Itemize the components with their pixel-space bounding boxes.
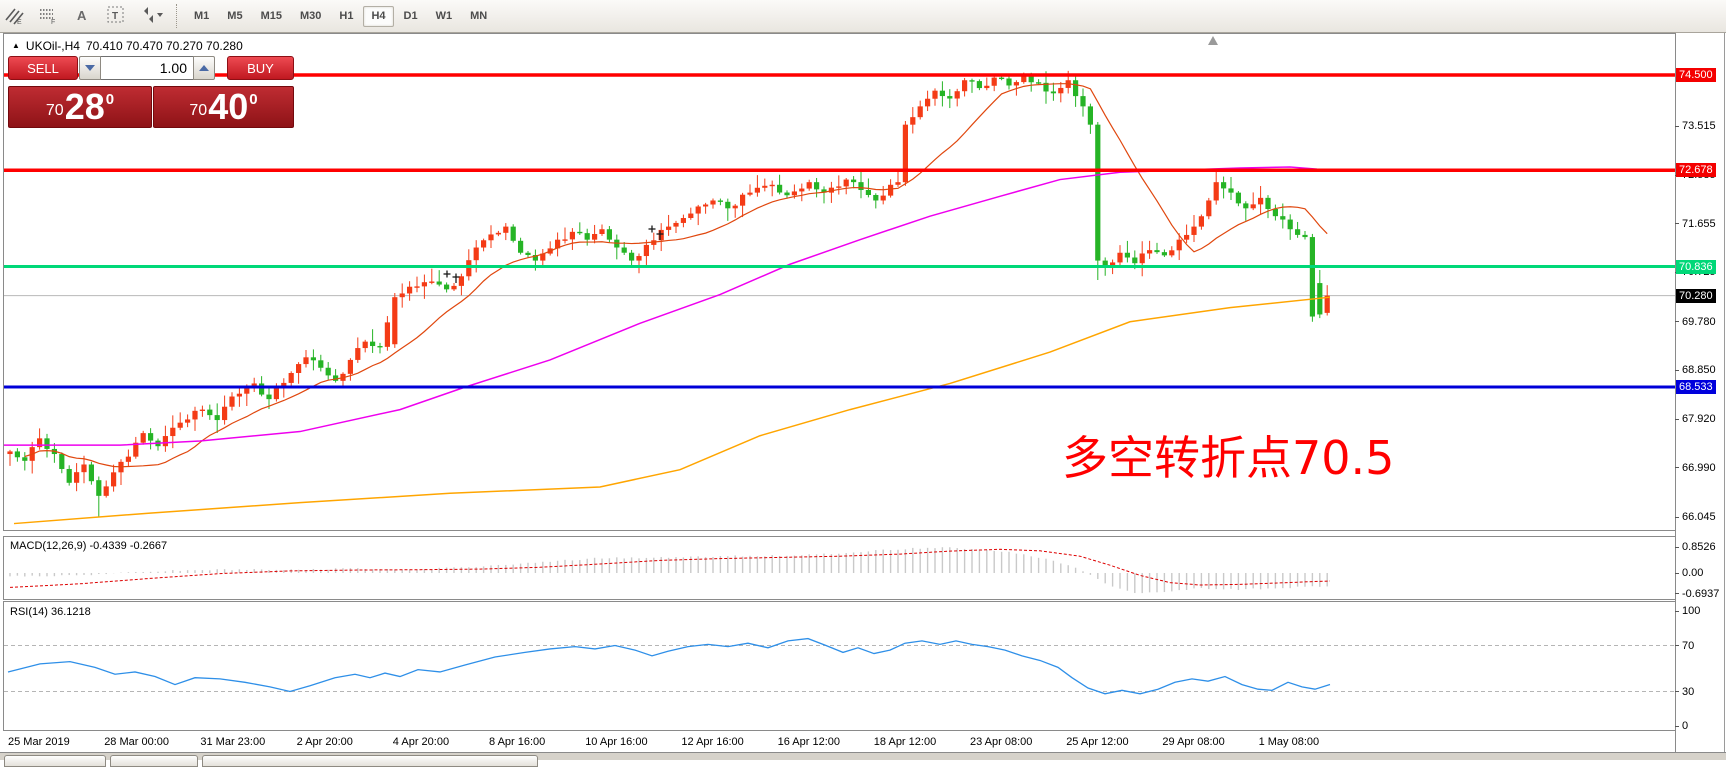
rsi-scale-label: 70 [1682,639,1695,652]
price-tag-70836: 70.836 [1676,259,1716,274]
buy-button[interactable]: BUY [227,56,294,80]
tab-timeframe-m5[interactable]: M5 [227,9,243,22]
equidistant-channel-icon[interactable]: E [2,2,32,30]
price-tick-label: 69.780 [1682,315,1716,328]
ma-fast-line[interactable] [24,83,1328,468]
spin-up-icon [199,65,209,71]
time-axis-label: 1 May 08:00 [1258,736,1320,748]
ma-slow-line[interactable] [13,296,1331,525]
sell-price-pip: 0 [105,90,115,108]
volume-input[interactable] [101,56,193,80]
price-tag-68533: 68.533 [1676,379,1716,394]
rsi-pane[interactable] [3,601,1676,731]
collapse-panel-icon[interactable]: ▲ [12,41,20,50]
chart-title: ▲ UKOil-,H4 70.410 70.470 70.270 70.280 [12,39,243,53]
one-click-trading-panel: SELL BUY 70 28 0 70 40 0 [8,56,294,128]
time-axis-label: 10 Apr 16:00 [585,736,648,748]
tab-timeframe-m30[interactable]: M30 [299,9,322,22]
time-axis-label: 31 Mar 23:00 [200,736,266,748]
svg-text:T: T [112,11,118,22]
tab-timeframe-m15[interactable]: M15 [260,9,282,22]
sell-price-main: 28 [64,86,105,127]
price-tick-label: 71.655 [1682,217,1716,230]
time-axis-label: 25 Mar 2019 [8,736,70,748]
macd-label: MACD(12,26,9) -0.4339 -0.2667 [10,540,168,552]
price-tick-label: 68.850 [1682,364,1716,377]
rsi-line[interactable] [7,637,1331,695]
time-axis-label: 28 Mar 00:00 [104,736,170,748]
timeframe-group: M1 M5 M15 M30 H1 H4 D1 W1 MN [185,5,496,27]
chart-tab[interactable] [110,755,198,767]
svg-text:E: E [17,19,22,26]
rsi-scale-label: 100 [1682,605,1701,617]
toolbar-separator [176,4,177,28]
macd-scale-label: -0.6937 [1682,587,1720,600]
tab-timeframe-mn[interactable]: MN [470,9,488,22]
volume-decrease-button[interactable] [79,56,101,80]
rsi-scale-label: 0 [1682,720,1689,732]
buy-price-main: 40 [208,86,249,127]
chart-tab[interactable] [202,755,538,767]
tab-timeframe-h1[interactable]: H1 [339,9,354,22]
time-axis-label: 23 Apr 08:00 [970,736,1033,748]
macd-signal-line[interactable] [9,548,1331,588]
rsi-scale-label: 30 [1682,685,1695,698]
buy-price-prefix: 70 [189,102,208,119]
buy-price-display[interactable]: 70 40 0 [153,86,294,128]
macd-histogram [9,547,1328,594]
time-axis-label: 2 Apr 20:00 [296,736,353,748]
price-tag-72678: 72.678 [1676,163,1716,178]
svg-text:A: A [77,8,87,23]
time-axis-label: 16 Apr 12:00 [777,736,840,748]
price-tag-74500: 74.500 [1676,68,1716,82]
price-tick-label: 67.920 [1682,413,1716,425]
sell-price-prefix: 70 [45,102,64,119]
tab-timeframe-m1[interactable]: M1 [194,9,210,22]
time-axis-label: 29 Apr 08:00 [1162,736,1225,748]
ma-medium-line[interactable] [4,166,1318,446]
plus-markers [443,225,664,283]
chart-tab[interactable] [4,755,106,767]
price-axis-border [1675,33,1676,752]
time-axis-label: 18 Apr 12:00 [873,736,937,748]
spin-down-icon [85,65,95,71]
time-axis-label: 12 Apr 16:00 [681,736,744,748]
price-tick-label: 70.725 [1682,266,1716,279]
time-axis-label: 4 Apr 20:00 [392,736,450,748]
arrows-dropdown-icon[interactable] [138,2,168,30]
price-tick-label: 72.585 [1682,169,1716,182]
fibo-grid-icon[interactable]: F [36,2,66,30]
symbol-period-label: UKOil-,H4 [25,39,80,53]
time-axis-label: 8 Apr 16:00 [489,736,546,748]
tab-timeframe-h4[interactable]: H4 [363,5,394,27]
sell-price-display[interactable]: 70 28 0 [8,86,152,128]
svg-text:F: F [51,19,55,26]
tab-timeframe-d1[interactable]: D1 [403,9,418,22]
macd-scale-label: 0.8526 [1682,541,1716,554]
price-tick-label: 66.045 [1682,511,1716,524]
rsi-label: RSI(14) 36.1218 [10,606,91,618]
price-tick-label: 73.515 [1682,120,1716,133]
time-axis[interactable] [3,731,1676,752]
macd-scale-label: 0.00 [1682,567,1704,579]
toolbar: E F A T M1 M5 M15 M30 H1 H4 D1 W1 MN [0,0,1726,33]
volume-increase-button[interactable] [193,56,215,80]
text-box-icon[interactable]: T [104,2,134,30]
ohlc-readout: 70.410 70.470 70.270 70.280 [85,39,243,53]
chart-shift-marker-icon[interactable] [1208,36,1218,45]
chart-text-annotation[interactable]: 多空转折点70.5 [1062,431,1395,485]
price-tag-70280: 70.280 [1676,288,1716,303]
text-label-icon[interactable]: A [70,2,100,30]
tab-timeframe-w1[interactable]: W1 [435,9,453,22]
sell-button[interactable]: SELL [8,56,78,80]
time-axis-label: 25 Apr 12:00 [1066,736,1129,748]
price-tick-label: 66.990 [1682,461,1716,474]
window-right-border [1724,33,1725,759]
buy-price-pip: 0 [249,90,258,108]
